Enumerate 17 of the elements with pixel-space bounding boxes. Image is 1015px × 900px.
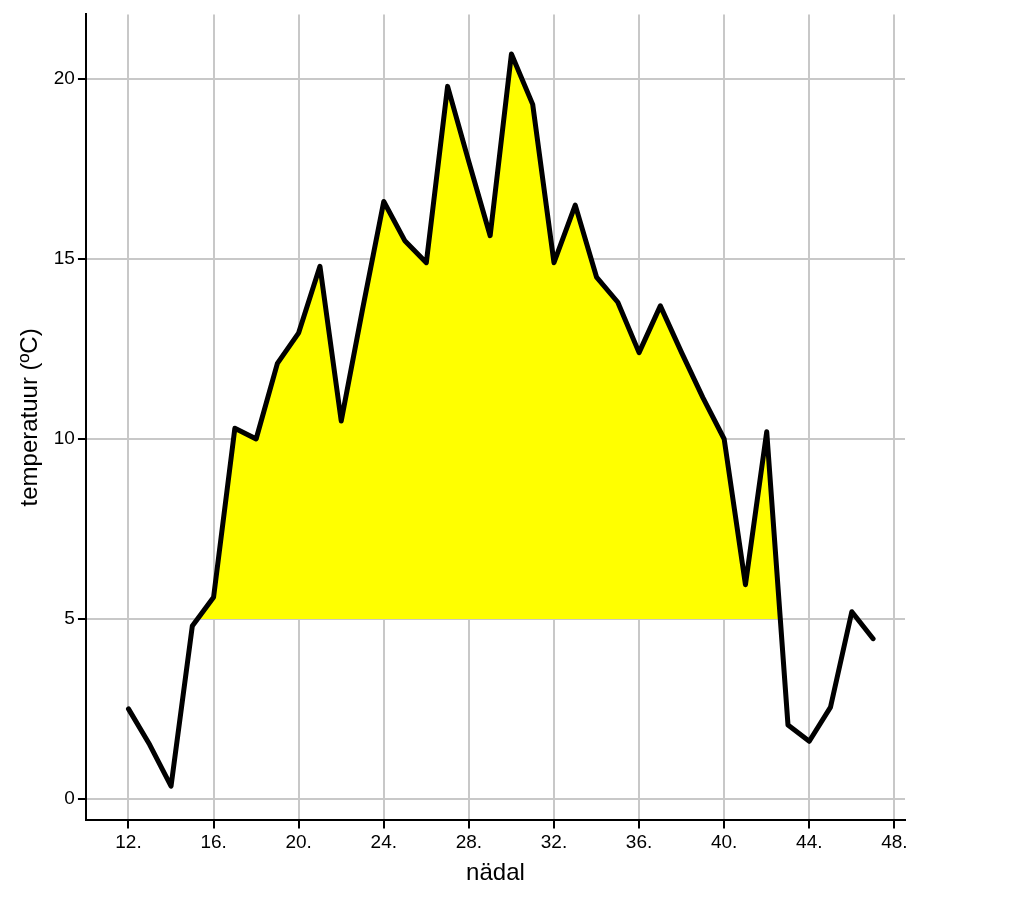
y-tick-label: 5 xyxy=(64,607,75,629)
x-axis-title: nädal xyxy=(466,858,525,886)
y-tick-label: 20 xyxy=(53,67,75,89)
x-tick-label: 16. xyxy=(200,831,227,853)
y-tick-label: 10 xyxy=(53,427,75,449)
y-tick-label: 15 xyxy=(53,247,75,269)
x-tick-label: 40. xyxy=(710,831,738,853)
y-axis-title: temperatuur (ºC) xyxy=(15,328,43,507)
x-tick-label: 28. xyxy=(455,831,483,853)
x-tick-label: 36. xyxy=(625,831,653,853)
x-tick-label: 20. xyxy=(285,831,312,853)
x-tick-label: 44. xyxy=(796,831,823,853)
x-tick-label: 12. xyxy=(115,831,142,853)
x-tick-label: 24. xyxy=(370,831,397,853)
y-tick-label: 0 xyxy=(64,787,75,809)
x-tick-label: 32. xyxy=(540,831,568,853)
x-tick-label: 48. xyxy=(881,831,908,853)
